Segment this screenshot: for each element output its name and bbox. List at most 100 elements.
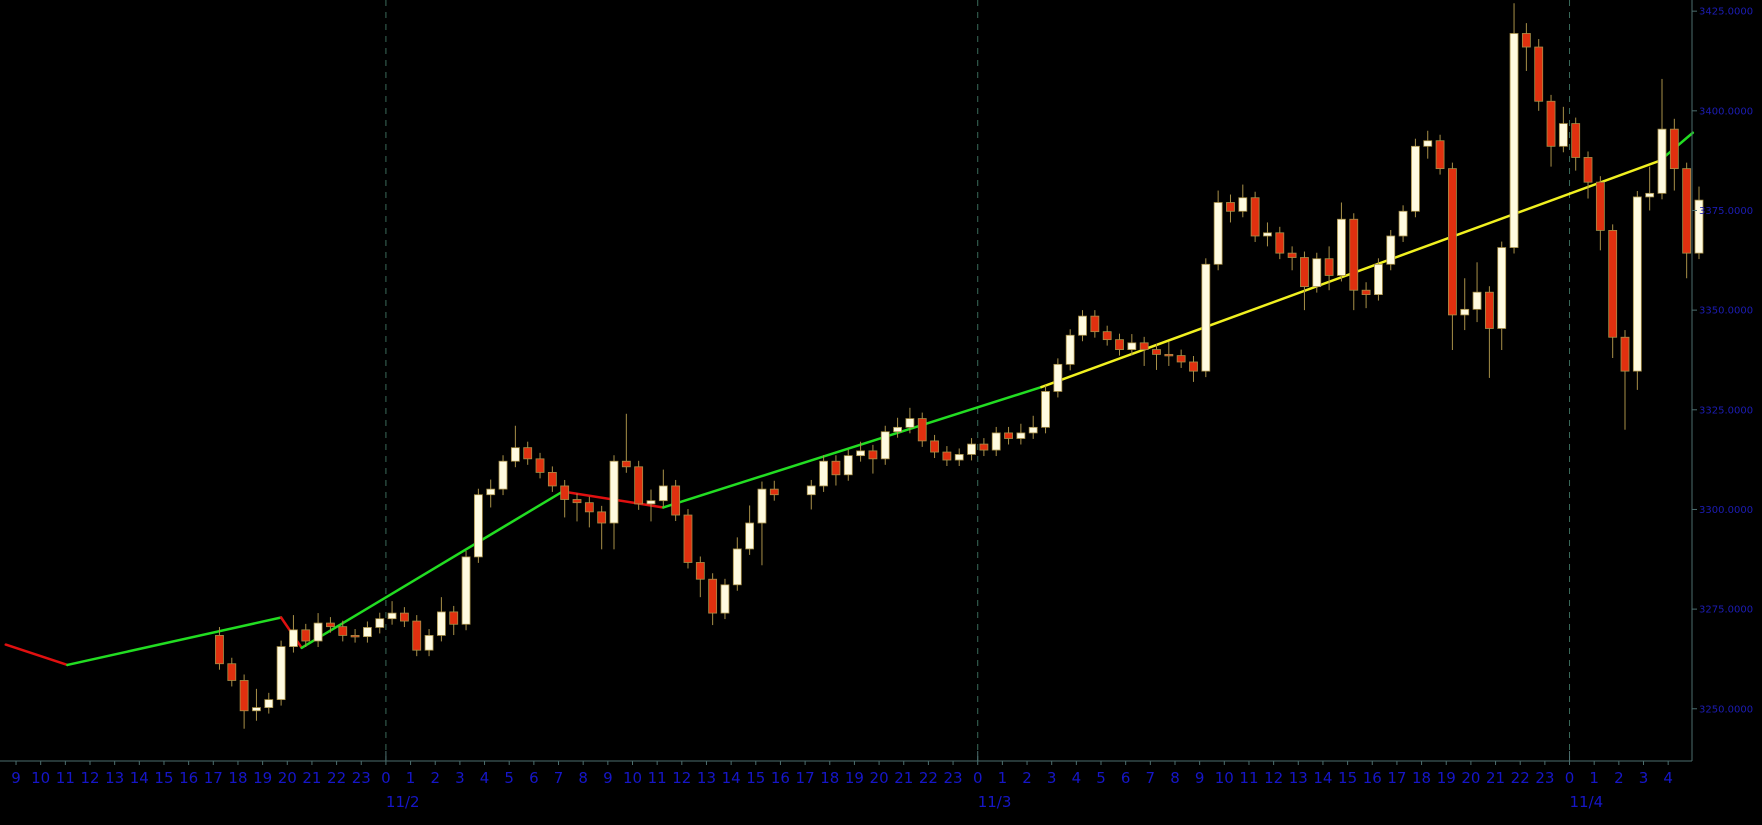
price-tick-label: 3375.0000 [1699,206,1753,217]
candle-body [301,629,311,642]
hour-tick-label: 19 [845,769,864,787]
hour-tick-label: 15 [1338,769,1357,787]
bear-candle [1484,286,1494,378]
bear-candle [1250,191,1260,242]
bull-candle [806,479,816,510]
candle-body [1263,232,1272,237]
candle-body [1127,342,1137,351]
bear-candle [1595,176,1605,251]
hour-tick-label: 8 [578,769,588,787]
hour-tick-label: 16 [771,769,790,787]
bear-candle [400,607,409,628]
bear-candle [1324,246,1334,291]
bull-candle [1558,106,1568,153]
bull-candle [1632,190,1642,390]
hour-tick-label: 18 [228,769,247,787]
bear-candle [1546,94,1556,167]
hour-tick-label: 21 [894,769,913,787]
hour-tick-label: 19 [253,769,272,787]
candle-body [572,499,582,504]
bull-candle [819,455,829,492]
candle-body [843,455,853,476]
bear-candle [708,573,718,626]
candle-body [930,440,939,453]
hour-tick-label: 15 [746,769,765,787]
hour-tick-label: 5 [504,769,514,787]
bear-candle [326,617,335,633]
candle-body [289,629,298,647]
bull-candle [1423,130,1433,159]
bull-candle [1374,258,1383,301]
price-tick-label: 3275.0000 [1699,605,1753,616]
candle-body [1300,257,1309,288]
bull-candle [893,417,902,438]
candle-body [868,450,878,460]
hour-tick-label: 3 [455,769,465,787]
candle-body [436,611,446,636]
candle-body [560,485,570,500]
candle-body [363,627,372,638]
candle-body [424,635,434,651]
candle-body [1287,252,1297,258]
candle-body [1423,140,1433,147]
candle-body [1374,263,1383,295]
bull-candle [1201,258,1211,378]
bear-candle [621,413,631,473]
bear-candle [239,674,249,729]
hour-tick-label: 0 [381,769,391,787]
candle-body [1509,33,1519,248]
bull-candle [1065,329,1075,371]
candle-body [1411,145,1420,212]
bull-candle [387,601,397,625]
hour-tick-label: 9 [11,769,21,787]
bull-candle [1238,184,1248,218]
hour-tick-label: 13 [1289,769,1308,787]
candle-body [1632,196,1642,372]
hour-tick-label: 7 [554,769,564,787]
hour-tick-label: 17 [1387,769,1406,787]
bear-candle [1620,330,1630,430]
candle-body [461,556,471,625]
day-separator-lines [385,0,1571,761]
bear-candle [634,460,644,510]
bear-candle [942,446,952,467]
hour-tick-label: 5 [1096,769,1106,787]
hour-tick-label: 12 [80,769,99,787]
candle-body [769,488,779,496]
bear-candle [350,629,360,643]
bear-candle [1583,151,1593,199]
candle-body [510,447,520,462]
bear-candle [1447,162,1457,351]
bull-candle [1127,334,1137,356]
bear-candle [1176,349,1186,368]
candle-body [1102,331,1112,341]
candle-body [893,426,902,433]
candle-body [634,466,644,505]
candle-body [1250,197,1260,237]
bull-candle [856,441,865,462]
candle-body [1152,349,1161,355]
candle-body [1226,202,1235,212]
bear-candle [1608,224,1618,358]
bull-candle [473,488,483,563]
bear-candle [979,438,989,457]
hour-tick-label: 6 [1121,769,1131,787]
bear-candle [535,452,545,479]
candle-body [449,611,459,625]
candle-body [1028,426,1038,434]
hour-tick-label: 14 [1313,769,1332,787]
hour-tick-label: 14 [722,769,741,787]
hour-tick-label: 9 [603,769,613,787]
bear-candle [1189,355,1198,382]
candle-body [1669,128,1679,170]
bull-candle [757,481,767,566]
time-axis[interactable]: 11/2 11/3 11/49 10 11 12 13 14 15 16 17 18 19 20 21 22 2… [11,751,1673,811]
hour-tick-label: 17 [796,769,815,787]
bull-candle [276,640,286,706]
candle-body [375,618,385,628]
hour-tick-label: 22 [327,769,346,787]
price-axis[interactable]: 3250.0000 3275.0000 3300.0000 3325.0000 3350… [1692,7,1753,716]
candle-body [621,460,631,468]
candles [215,3,1704,729]
candle-body [1657,128,1667,194]
